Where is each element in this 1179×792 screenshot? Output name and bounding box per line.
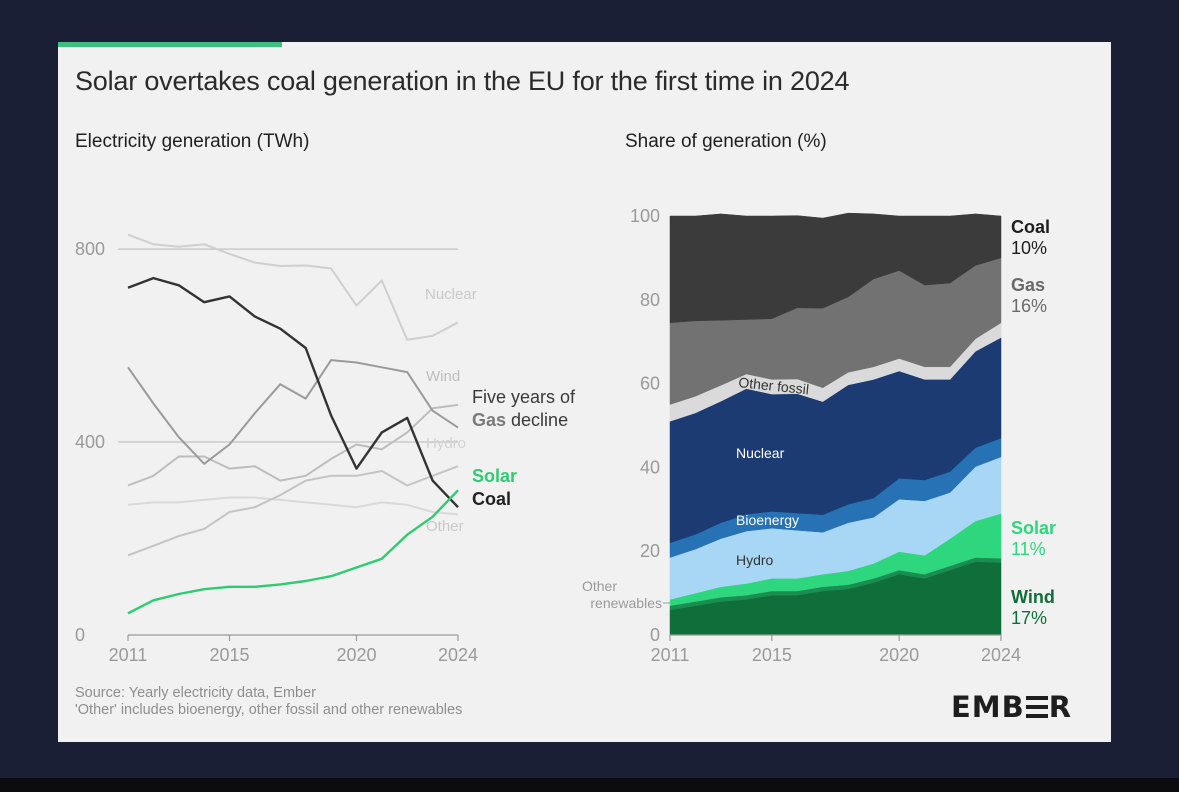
- end-value-gas: 16%: [1011, 296, 1047, 316]
- x-tick-2024: 2024: [438, 645, 478, 665]
- right-x-tick-2020: 2020: [879, 645, 919, 665]
- footer: Source: Yearly electricity data, Ember '…: [75, 685, 462, 719]
- label-coal: Coal: [472, 489, 511, 509]
- x-tick-2015: 2015: [210, 645, 250, 665]
- bottom-band: [0, 778, 1179, 792]
- logo-text-end: R: [1048, 690, 1073, 724]
- source-note: Source: Yearly electricity data, Ember: [75, 685, 316, 701]
- other-note: 'Other' includes bioenergy, other fossil…: [75, 702, 463, 718]
- right-y-tick-100: 100: [630, 206, 660, 226]
- gas-annotation-gas: Gas: [472, 410, 506, 430]
- label-nuclear: Nuclear: [425, 286, 477, 303]
- x-tick-2020: 2020: [336, 645, 376, 665]
- end-label-solar: Solar: [1011, 518, 1056, 538]
- area-label-other-renewables-2: renewables: [590, 595, 662, 611]
- end-label-coal: Coal: [1011, 217, 1050, 237]
- right-x-axis: 2011 2015 2020 2024: [651, 634, 1021, 665]
- left-chart-title: Electricity generation (TWh): [75, 131, 310, 152]
- right-chart-title: Share of generation (%): [625, 131, 827, 152]
- right-x-tick-2024: 2024: [981, 645, 1021, 665]
- x-tick-2011: 2011: [109, 645, 148, 665]
- gas-annotation-line1: Five years of: [472, 387, 576, 407]
- end-value-coal: 10%: [1011, 238, 1047, 258]
- end-value-wind: 17%: [1011, 608, 1047, 628]
- end-label-gas: Gas: [1011, 275, 1045, 295]
- area-coal: [669, 212, 1002, 324]
- left-y-ticks: 0 400 800: [75, 239, 105, 645]
- end-label-wind: Wind: [1011, 587, 1055, 607]
- area-label-nuclear: Nuclear: [736, 445, 785, 461]
- end-value-solar: 11%: [1011, 539, 1046, 559]
- right-y-tick-0: 0: [650, 625, 660, 645]
- area-label-other-renewables-1: Other: [582, 578, 617, 594]
- logo-e-mark: [1025, 696, 1048, 718]
- series-line-coal: [127, 276, 459, 509]
- right-y-tick-40: 40: [640, 457, 660, 477]
- series-line-other: [127, 465, 459, 557]
- right-y-tick-20: 20: [640, 541, 660, 561]
- page-title: Solar overtakes coal generation in the E…: [75, 66, 850, 96]
- label-other: Other: [426, 518, 464, 535]
- ember-logo: EMB R: [951, 690, 1072, 724]
- accent-bar: [58, 42, 282, 47]
- right-y-tick-60: 60: [640, 374, 660, 394]
- gas-annotation-rest: decline: [506, 410, 568, 430]
- area-label-bioenergy: Bioenergy: [736, 512, 799, 528]
- left-gridlines: [118, 248, 458, 443]
- right-stacked-areas: [669, 212, 1002, 636]
- left-series-lines: [127, 233, 459, 615]
- label-solar: Solar: [472, 466, 517, 486]
- series-line-gas: [127, 359, 459, 465]
- label-hydro: Hydro: [426, 435, 466, 452]
- series-line-hydro: [127, 496, 459, 516]
- series-line-wind: [127, 403, 459, 487]
- right-series-labels: Other fossil Nuclear Bioenergy Hydro Oth…: [582, 217, 1056, 628]
- right-x-tick-2011: 2011: [651, 645, 690, 665]
- y-tick-400: 400: [75, 432, 105, 452]
- right-y-ticks: 0 20 40 60 80 100: [630, 206, 660, 645]
- chart-card: Solar overtakes coal generation in the E…: [58, 42, 1111, 742]
- left-x-axis: 2011 2015 2020 2024: [109, 634, 478, 665]
- right-y-tick-80: 80: [640, 290, 660, 310]
- area-label-hydro: Hydro: [736, 552, 774, 568]
- area-label-other-fossil: Other fossil: [738, 374, 810, 397]
- y-tick-800: 800: [75, 239, 105, 259]
- series-line-nuclear: [127, 233, 459, 341]
- right-x-tick-2015: 2015: [752, 645, 792, 665]
- logo-text-start: EMB: [951, 690, 1025, 724]
- gas-annotation-line2: Gas decline: [472, 410, 568, 430]
- left-series-labels: Nuclear Wind Hydro Other Five years of G…: [425, 286, 576, 535]
- label-wind: Wind: [426, 368, 460, 385]
- y-tick-0: 0: [75, 625, 85, 645]
- series-line-solar: [127, 489, 459, 615]
